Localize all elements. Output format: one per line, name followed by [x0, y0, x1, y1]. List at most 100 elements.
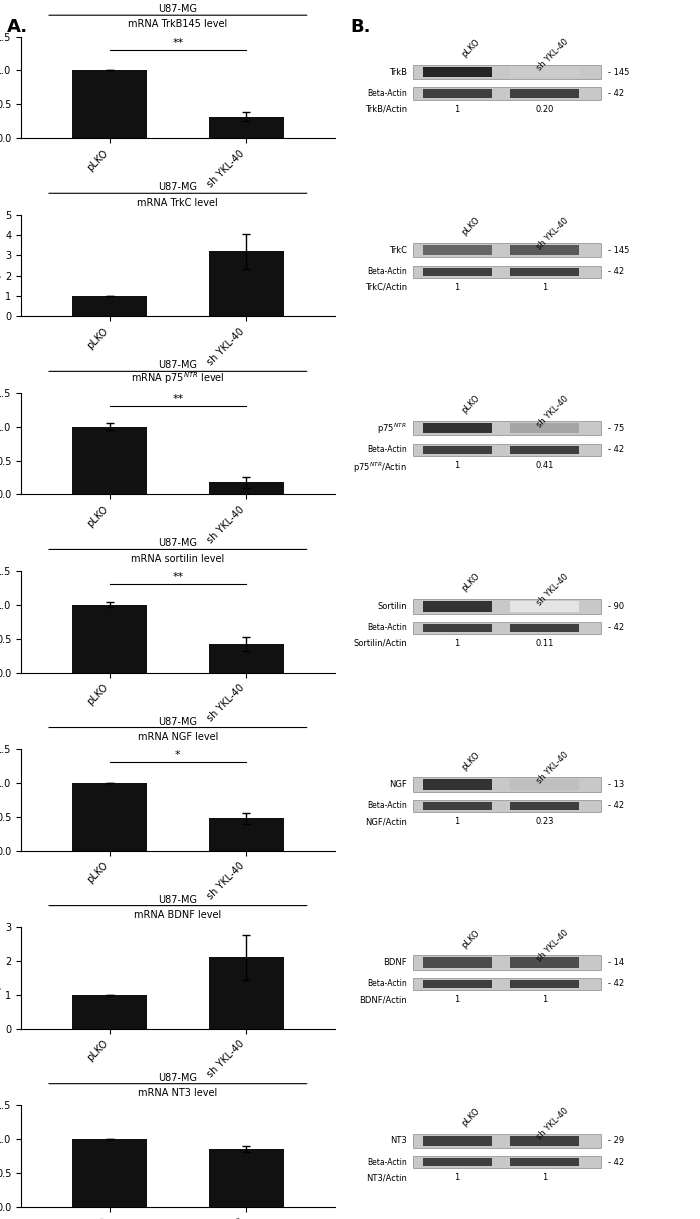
- Bar: [413, 266, 601, 278]
- Bar: [510, 267, 580, 275]
- Text: pLKO: pLKO: [460, 216, 482, 238]
- Bar: [510, 980, 580, 989]
- Text: - 42: - 42: [608, 623, 624, 633]
- Bar: [209, 1150, 284, 1207]
- Bar: [209, 117, 284, 138]
- Text: 1: 1: [542, 1173, 547, 1182]
- Text: 1: 1: [454, 995, 460, 1004]
- Text: Beta-Actin: Beta-Actin: [367, 1158, 407, 1167]
- Bar: [423, 802, 491, 809]
- Text: BDNF/Actin: BDNF/Actin: [359, 995, 407, 1004]
- Text: - 42: - 42: [608, 979, 624, 989]
- Bar: [413, 65, 601, 79]
- Bar: [413, 422, 601, 435]
- Text: B.: B.: [350, 18, 370, 37]
- Text: pLKO: pLKO: [460, 394, 482, 416]
- Bar: [72, 1139, 147, 1207]
- Text: TrkB: TrkB: [389, 68, 407, 77]
- Bar: [423, 957, 491, 968]
- Bar: [413, 800, 601, 812]
- Text: 1: 1: [454, 461, 460, 469]
- Text: - 42: - 42: [608, 1158, 624, 1167]
- Bar: [423, 67, 491, 77]
- Bar: [510, 423, 580, 434]
- Text: U87-MG: U87-MG: [158, 539, 197, 549]
- Text: Beta-Actin: Beta-Actin: [367, 89, 407, 98]
- Y-axis label: Fold of pLKO control: Fold of pLKO control: [0, 936, 2, 1020]
- Text: sh YKL-40: sh YKL-40: [536, 38, 570, 73]
- Bar: [423, 423, 491, 434]
- Text: sh YKL-40: sh YKL-40: [536, 394, 570, 429]
- Bar: [72, 995, 147, 1029]
- Bar: [72, 783, 147, 851]
- Text: - 42: - 42: [608, 267, 624, 277]
- Text: 1: 1: [454, 105, 460, 113]
- Text: mRNA BDNF level: mRNA BDNF level: [134, 909, 221, 920]
- Text: U87-MG: U87-MG: [158, 4, 197, 15]
- Bar: [423, 980, 491, 989]
- Text: 1: 1: [454, 639, 460, 649]
- Text: pLKO: pLKO: [460, 750, 482, 772]
- Text: mRNA NT3 level: mRNA NT3 level: [138, 1087, 218, 1098]
- Text: mRNA sortilin level: mRNA sortilin level: [131, 553, 225, 563]
- Bar: [510, 802, 580, 809]
- Bar: [510, 1158, 580, 1167]
- Text: TrkB/Actin: TrkB/Actin: [365, 105, 407, 113]
- Text: pLKO: pLKO: [460, 928, 482, 950]
- Bar: [413, 600, 601, 613]
- Text: - 90: - 90: [608, 602, 624, 611]
- Bar: [209, 483, 284, 495]
- Text: pLKO: pLKO: [460, 1106, 482, 1128]
- Bar: [413, 444, 601, 456]
- Text: 1: 1: [542, 995, 547, 1004]
- Text: - 75: - 75: [608, 424, 624, 433]
- Text: 1: 1: [454, 1173, 460, 1182]
- Text: TrkC/Actin: TrkC/Actin: [365, 283, 407, 291]
- Text: U87-MG: U87-MG: [158, 361, 197, 371]
- Text: - 42: - 42: [608, 801, 624, 811]
- Text: - 145: - 145: [608, 246, 629, 255]
- Text: Sortilin/Actin: Sortilin/Actin: [353, 639, 407, 649]
- Text: p75$^{NTR}$: p75$^{NTR}$: [377, 421, 407, 435]
- Text: pLKO: pLKO: [460, 572, 482, 594]
- Bar: [510, 624, 580, 631]
- Bar: [413, 978, 601, 990]
- Text: 0.23: 0.23: [536, 817, 554, 826]
- Text: p75$^{NTR}$/Actin: p75$^{NTR}$/Actin: [353, 461, 407, 475]
- Text: 1: 1: [454, 817, 460, 826]
- Text: 0.11: 0.11: [536, 639, 554, 649]
- Text: 0.41: 0.41: [536, 461, 554, 469]
- Text: Beta-Actin: Beta-Actin: [367, 267, 407, 277]
- Text: NT3: NT3: [390, 1136, 407, 1145]
- Bar: [72, 427, 147, 495]
- Text: sh YKL-40: sh YKL-40: [536, 1106, 570, 1141]
- Text: A.: A.: [7, 18, 28, 37]
- Bar: [423, 779, 491, 790]
- Text: - 13: - 13: [608, 780, 624, 789]
- Bar: [510, 957, 580, 968]
- Text: mRNA TrkB145 level: mRNA TrkB145 level: [128, 20, 228, 29]
- Text: BDNF: BDNF: [383, 958, 407, 967]
- Bar: [209, 957, 284, 1029]
- Text: - 29: - 29: [608, 1136, 624, 1145]
- Bar: [413, 778, 601, 791]
- Text: Beta-Actin: Beta-Actin: [367, 979, 407, 989]
- Bar: [423, 89, 491, 98]
- Text: - 14: - 14: [608, 958, 624, 967]
- Text: - 145: - 145: [608, 68, 629, 77]
- Text: sh YKL-40: sh YKL-40: [536, 928, 570, 963]
- Bar: [510, 1136, 580, 1146]
- Bar: [510, 245, 580, 255]
- Text: NGF/Actin: NGF/Actin: [365, 817, 407, 826]
- Bar: [209, 644, 284, 673]
- Text: Beta-Actin: Beta-Actin: [367, 623, 407, 633]
- Bar: [413, 88, 601, 100]
- Bar: [510, 89, 580, 98]
- Bar: [510, 779, 580, 790]
- Text: U87-MG: U87-MG: [158, 1073, 197, 1082]
- Text: mRNA TrkC level: mRNA TrkC level: [137, 197, 218, 207]
- Text: sh YKL-40: sh YKL-40: [536, 572, 570, 607]
- Bar: [423, 245, 491, 255]
- Text: mRNA NGF level: mRNA NGF level: [138, 731, 218, 742]
- Text: NT3/Actin: NT3/Actin: [366, 1173, 407, 1182]
